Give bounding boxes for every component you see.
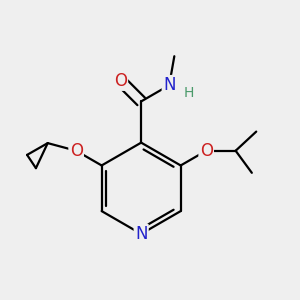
Text: O: O (70, 142, 83, 160)
Text: H: H (183, 85, 194, 100)
Text: N: N (135, 225, 147, 243)
Text: O: O (114, 72, 127, 90)
Text: O: O (200, 142, 213, 160)
Text: N: N (163, 76, 175, 94)
